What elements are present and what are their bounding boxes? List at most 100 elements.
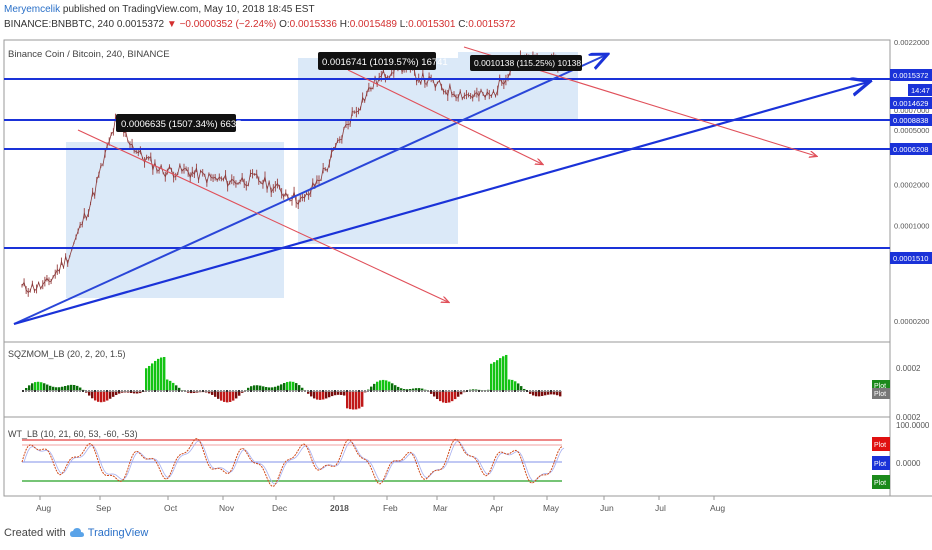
sqz-bar bbox=[490, 363, 493, 391]
sqz-dot bbox=[451, 390, 453, 392]
sqz-bar bbox=[556, 391, 559, 396]
sqz-bar bbox=[25, 387, 28, 391]
sqz-dot bbox=[91, 390, 93, 392]
sqz-bar bbox=[31, 383, 34, 391]
sqz-dot bbox=[355, 390, 357, 392]
tradingview-brand[interactable]: TradingView bbox=[87, 527, 149, 539]
sqz-dot bbox=[196, 390, 198, 392]
sqz-dot bbox=[520, 390, 522, 392]
sqz-pane[interactable] bbox=[3, 341, 891, 418]
sqz-dot bbox=[340, 390, 342, 392]
sqz-bar bbox=[250, 386, 253, 391]
sqz-dot bbox=[181, 390, 183, 392]
sqz-bar bbox=[319, 391, 322, 400]
chart-container[interactable]: 0.0006635 (1507.34%) 6635 0.0016741 (101… bbox=[0, 38, 932, 519]
callout-1[interactable]: 0.0006635 (1507.34%) 6635 bbox=[116, 114, 241, 132]
trend-line-lower[interactable] bbox=[13, 82, 868, 326]
sqz-bar bbox=[328, 391, 331, 398]
sqz-dot bbox=[283, 390, 285, 392]
sqz-dot bbox=[433, 390, 435, 392]
sqz-bar bbox=[157, 358, 160, 391]
sqz-bar bbox=[259, 385, 262, 391]
down-trend-1[interactable] bbox=[77, 129, 448, 302]
sqz-dot bbox=[22, 390, 24, 392]
svg-text:Plot: Plot bbox=[874, 461, 886, 468]
sqz-dot bbox=[85, 390, 87, 392]
svg-text:0.0015372: 0.0015372 bbox=[893, 71, 928, 80]
sqz-bar bbox=[238, 391, 241, 396]
sqz-bar bbox=[517, 383, 520, 391]
wt-plot-label-red: Plot bbox=[872, 437, 890, 451]
sqz-bar bbox=[298, 385, 301, 391]
close-label: C: bbox=[458, 19, 469, 30]
sqz-bar bbox=[211, 391, 214, 395]
sqz-bar bbox=[106, 391, 109, 401]
symbol-label: BINANCE:BNBBTC, 240 bbox=[4, 19, 115, 30]
sqz-dot bbox=[40, 390, 42, 392]
sqz-bar bbox=[421, 388, 424, 391]
price-scale[interactable]: 0.00220000.00130000.00070000.00050000.00… bbox=[894, 38, 929, 326]
sqz-dot bbox=[412, 390, 414, 392]
sqz-dot bbox=[361, 390, 363, 392]
time-axis-label: 2018 bbox=[330, 503, 349, 513]
sqz-bar bbox=[373, 383, 376, 391]
sqz-bar bbox=[460, 391, 463, 395]
sqz-dot bbox=[535, 390, 537, 392]
sqz-dot bbox=[199, 390, 201, 392]
sqz-dot bbox=[514, 390, 516, 392]
author-link[interactable]: Meryemcelik bbox=[4, 4, 61, 15]
sqz-bar bbox=[232, 391, 235, 401]
sqz-dot bbox=[130, 390, 132, 392]
sqz-bar bbox=[523, 388, 526, 391]
time-axis[interactable]: Aug Sep Oct Nov Dec 2018 Feb Mar Apr May Jun Jul Aug bbox=[36, 496, 725, 513]
sqz-dot bbox=[292, 390, 294, 392]
sqz-dot bbox=[556, 390, 558, 392]
callout-2[interactable]: 0.0016741 (1019.57%) 16741 bbox=[318, 52, 448, 70]
sqz-bar bbox=[118, 391, 121, 394]
sqz-dot bbox=[430, 390, 432, 392]
sqz-dot bbox=[358, 390, 360, 392]
sqz-dot bbox=[46, 390, 48, 392]
sqz-dot bbox=[103, 390, 105, 392]
sqz-dot bbox=[118, 390, 120, 392]
sqz-dot bbox=[253, 390, 255, 392]
sqz-bar bbox=[316, 391, 319, 400]
sqz-dot bbox=[559, 390, 561, 392]
sqz-dot bbox=[25, 390, 27, 392]
svg-text:Plot: Plot bbox=[874, 383, 886, 390]
sqz-bar bbox=[376, 381, 379, 391]
time-axis-label: Mar bbox=[433, 503, 448, 513]
sqz-dot bbox=[229, 390, 231, 392]
measure-box-1[interactable] bbox=[66, 142, 284, 298]
price-badge: 0.0014629 bbox=[890, 97, 932, 109]
sqz-dot bbox=[184, 390, 186, 392]
sqz-bar bbox=[415, 388, 418, 391]
sqz-dot bbox=[256, 390, 258, 392]
sqz-dot bbox=[496, 390, 498, 392]
sqz-bar bbox=[451, 391, 454, 402]
sqz-dot bbox=[67, 390, 69, 392]
down-trend-2[interactable] bbox=[347, 69, 542, 164]
trend-line-upper[interactable] bbox=[13, 55, 606, 325]
sqz-bar bbox=[256, 385, 259, 391]
sqz-dot bbox=[49, 390, 51, 392]
sqz-dot bbox=[442, 390, 444, 392]
sqz-dot bbox=[202, 390, 204, 392]
time-axis-label: Jul bbox=[655, 503, 666, 513]
sqz-bar bbox=[358, 391, 361, 409]
sqz-histogram-layer bbox=[22, 354, 562, 410]
sqz-dot bbox=[328, 390, 330, 392]
chart-svg[interactable]: 0.0006635 (1507.34%) 6635 0.0016741 (101… bbox=[0, 38, 932, 519]
sqz-dot bbox=[154, 390, 156, 392]
low-value: 0.0015301 bbox=[408, 19, 456, 30]
sqz-dot bbox=[382, 390, 384, 392]
sqz-dot bbox=[124, 390, 126, 392]
sqz-dot bbox=[64, 390, 66, 392]
sqz-dot bbox=[325, 390, 327, 392]
sqz-dot bbox=[259, 390, 261, 392]
sqz-bar bbox=[148, 365, 151, 391]
callout-3[interactable]: 0.0010138 (115.25%) 10138 bbox=[470, 55, 582, 71]
sqz-bar bbox=[145, 368, 148, 391]
sqz-dot bbox=[301, 390, 303, 392]
measure-box-2[interactable] bbox=[298, 58, 458, 244]
